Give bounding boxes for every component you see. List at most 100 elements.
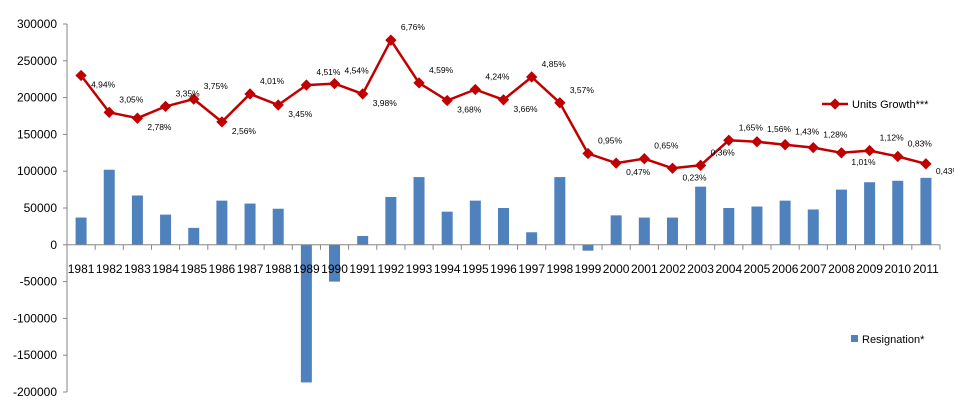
x-tick-label: 1994 — [434, 262, 461, 276]
data-label-1989: 4,51% — [316, 67, 341, 77]
data-label-2001: 0,65% — [654, 141, 679, 151]
data-label-2004: 1,65% — [739, 122, 764, 132]
x-tick-label: 1987 — [237, 262, 264, 276]
data-label-2002: 0,23% — [682, 172, 707, 182]
line-point-1984 — [159, 100, 172, 113]
data-label-1993: 4,59% — [429, 65, 454, 75]
line-series-units-growth — [75, 34, 932, 174]
bar-1999 — [582, 244, 594, 251]
data-label-1983: 2,78% — [147, 122, 172, 132]
bar-1994 — [441, 211, 453, 245]
data-label-1996: 3,66% — [514, 104, 539, 114]
line-point-2009 — [863, 144, 876, 157]
x-tick-label: 1999 — [575, 262, 602, 276]
x-tick-label: 2004 — [715, 262, 742, 276]
bar-2007 — [807, 209, 819, 245]
bar-1982 — [103, 169, 115, 245]
line-point-1995 — [469, 83, 481, 96]
bar-2010 — [892, 180, 904, 245]
data-label-1998: 3,57% — [570, 85, 595, 95]
line-point-2006 — [779, 139, 791, 151]
data-label-1995: 4,24% — [485, 72, 510, 82]
bar-1987 — [244, 203, 256, 245]
bar-2003 — [695, 186, 707, 245]
bar-2008 — [835, 189, 847, 245]
data-label-1992: 6,76% — [401, 22, 426, 32]
bar-2011 — [920, 177, 932, 245]
legend-resignation-label: Resignation* — [862, 334, 925, 346]
line-point-1999 — [582, 147, 594, 160]
x-tick-label: 1981 — [68, 262, 95, 276]
x-tick-label: 1983 — [124, 262, 151, 276]
bar-1998 — [554, 177, 566, 245]
x-tick-label: 2002 — [659, 262, 686, 276]
x-tick-label: 2003 — [687, 262, 714, 276]
line-point-1981 — [75, 69, 87, 82]
data-label-1988: 3,45% — [288, 109, 313, 119]
legend-resignation: Resignation* — [851, 334, 925, 346]
y-tick-label: 300000 — [17, 17, 57, 31]
line-point-1993 — [413, 77, 425, 89]
y-tick-label: 200000 — [17, 91, 57, 105]
x-tick-label: 2006 — [772, 262, 799, 276]
bar-1992 — [385, 196, 397, 245]
y-tick-label: 0 — [50, 238, 57, 252]
line-point-2010 — [892, 150, 904, 163]
line-point-1991 — [357, 88, 369, 100]
x-tick-label: 2009 — [856, 262, 883, 276]
line-point-2005 — [751, 136, 763, 148]
x-tick-label: 2001 — [631, 262, 658, 276]
y-tick-label: -50000 — [20, 275, 58, 289]
line-point-1987 — [244, 88, 256, 100]
data-label-2005: 1,56% — [767, 124, 792, 134]
data-label-1985: 3,75% — [204, 81, 229, 91]
bar-2002 — [666, 217, 678, 245]
data-label-1990: 4,54% — [345, 66, 370, 76]
data-label-1981: 4,94% — [91, 80, 116, 90]
data-label-2003: 0,36% — [711, 147, 736, 157]
bar-1985 — [188, 227, 200, 245]
x-axis: 1981 1982 1983 1984 1985 1986 1987 1988 1989 1990… — [66, 244, 941, 276]
data-label-2007: 1,28% — [823, 130, 848, 140]
line-point-2001 — [638, 153, 650, 165]
y-tick-label: -150000 — [13, 348, 57, 362]
bar-1984 — [160, 214, 172, 245]
data-label-1986: 2,56% — [232, 126, 257, 136]
legend-units-growth-label: Units Growth*** — [852, 99, 929, 111]
x-tick-label: 1989 — [293, 262, 320, 276]
x-tick-label: 1993 — [406, 262, 433, 276]
y-tick-label: -200000 — [13, 385, 57, 399]
x-tick-label: 1995 — [462, 262, 489, 276]
x-tick-label: 1998 — [546, 262, 573, 276]
y-tick-label: 250000 — [17, 54, 57, 68]
bar-1988 — [272, 208, 284, 245]
line-point-2007 — [807, 141, 819, 154]
x-tick-label: 1992 — [378, 262, 405, 276]
bar-1995 — [469, 200, 481, 245]
line-point-1982 — [103, 106, 115, 119]
bar-2000 — [610, 215, 622, 245]
bar-1989 — [300, 244, 312, 383]
data-label-2010: 0,83% — [908, 138, 933, 148]
bar-2005 — [751, 206, 763, 245]
line-point-1990 — [328, 77, 341, 90]
y-tick-label: 50000 — [24, 201, 58, 215]
line-point-1983 — [131, 112, 144, 124]
bar-1990 — [329, 244, 341, 282]
legend-units-growth: Units Growth*** — [822, 98, 929, 111]
data-label-1982: 3,05% — [119, 94, 144, 104]
y-axis: -200000 -150000 -100000 -50000 0 50000 100000 1… — [13, 17, 68, 399]
x-tick-label: 2010 — [884, 262, 911, 276]
x-tick-label: 1997 — [518, 262, 545, 276]
bar-1996 — [498, 208, 509, 245]
x-tick-label: 1985 — [180, 262, 207, 276]
x-tick-label: 1991 — [349, 262, 376, 276]
line-point-2000 — [610, 157, 622, 169]
bar-1983 — [131, 195, 143, 245]
data-label-2000: 0,47% — [626, 167, 651, 177]
legend-bar-swatch — [851, 335, 858, 342]
data-label-1984: 3,35% — [176, 88, 201, 98]
bar-1993 — [413, 177, 425, 245]
data-label-2006: 1,43% — [795, 127, 820, 137]
